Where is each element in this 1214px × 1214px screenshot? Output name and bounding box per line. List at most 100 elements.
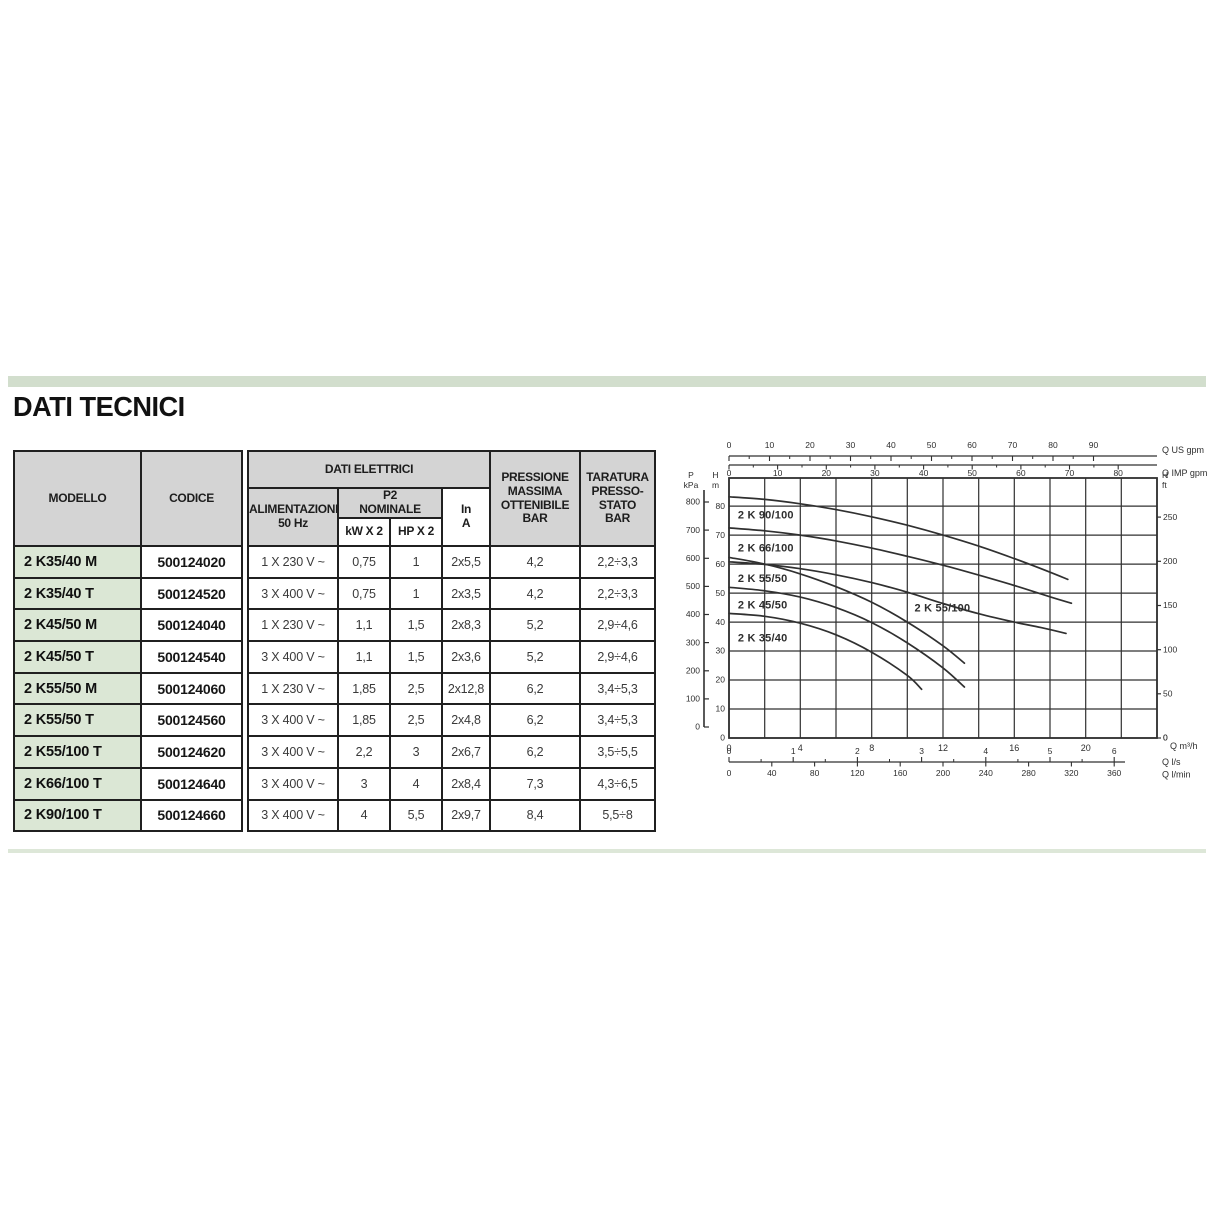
cell-pressione: 7,3 xyxy=(489,766,581,801)
curve-label-2-K-55-50: 2 K 55/50 xyxy=(738,573,788,585)
svg-text:200: 200 xyxy=(936,768,950,778)
svg-text:500: 500 xyxy=(686,581,700,591)
svg-text:80: 80 xyxy=(1113,468,1123,478)
svg-text:0: 0 xyxy=(727,768,732,778)
axis-q-imp-gpm: 0 10 20 30 40 50 60 70 80 Q IMP gpm xyxy=(727,464,1207,478)
cell-codice: 500124640 xyxy=(140,766,243,801)
cell-taratura: 4,3÷6,5 xyxy=(579,766,656,801)
cell-codice: 500124620 xyxy=(140,735,243,769)
table-row: 3 X 400 V ~2,2 3 2x6,7 6,2 3,5÷5,5 xyxy=(247,735,656,769)
svg-text:H: H xyxy=(1162,470,1168,480)
svg-text:100: 100 xyxy=(1163,644,1177,654)
cell-in-a: 2x9,7 xyxy=(441,798,491,833)
svg-text:6: 6 xyxy=(1112,746,1117,756)
svg-text:P: P xyxy=(688,470,694,480)
svg-text:8: 8 xyxy=(869,743,874,753)
svg-text:H: H xyxy=(712,470,718,480)
curve-label-2-K-90-100: 2 K 90/100 xyxy=(738,510,794,522)
cell-pressione: 5,2 xyxy=(489,640,581,674)
axis-q-ls: 0 1 2 3 4 5 6Q l/s xyxy=(727,746,1181,767)
col-header-modello: MODELLO xyxy=(13,450,142,547)
cell-in-a: 2x3,5 xyxy=(441,576,491,611)
col-header-taratura: TARATURA PRESSO- STATO BAR xyxy=(579,450,656,547)
cell-taratura: 3,4÷5,3 xyxy=(579,703,656,738)
cell-pressione: 6,2 xyxy=(489,703,581,738)
svg-text:50: 50 xyxy=(967,468,977,478)
col-header-in-a: In A xyxy=(441,487,491,547)
cell-hp: 3 xyxy=(389,735,443,769)
svg-text:300: 300 xyxy=(686,637,700,647)
curve-label-2-K-66-100: 2 K 66/100 xyxy=(738,543,794,555)
svg-text:400: 400 xyxy=(686,609,700,619)
svg-text:80: 80 xyxy=(1048,440,1058,450)
curve-2-K-55-100 xyxy=(728,560,1067,635)
cell-taratura: 3,5÷5,5 xyxy=(579,735,656,769)
svg-text:10: 10 xyxy=(765,440,775,450)
col-header-p2-nominale: P2 NOMINALE xyxy=(337,487,443,519)
cell-taratura: 5,5÷8 xyxy=(579,798,656,833)
svg-text:70: 70 xyxy=(716,530,726,540)
svg-text:90: 90 xyxy=(1089,440,1099,450)
cell-modello: 2 K66/100 T xyxy=(13,766,142,801)
svg-text:0: 0 xyxy=(727,440,732,450)
table-row: 2 K90/100 T 500124660 xyxy=(13,798,243,833)
cell-codice: 500124660 xyxy=(140,798,243,833)
cell-pressione: 6,2 xyxy=(489,671,581,706)
col-header-hp: HP X 2 xyxy=(389,517,443,547)
svg-text:20: 20 xyxy=(1081,743,1091,753)
axis-q-lmin: 0 40 80 120 160 200 240 280 320 360 Q l/min xyxy=(727,762,1191,780)
cell-hp: 2,5 xyxy=(389,703,443,738)
svg-text:10: 10 xyxy=(716,704,726,714)
cell-hp: 4 xyxy=(389,766,443,801)
axis-h-ft: 0 50 100 150 200 250 Hft xyxy=(1157,470,1177,743)
svg-text:40: 40 xyxy=(886,440,896,450)
bottom-accent-line xyxy=(8,849,1206,853)
svg-text:0: 0 xyxy=(727,746,732,756)
cell-taratura: 2,9÷4,6 xyxy=(579,608,656,643)
cell-hp: 5,5 xyxy=(389,798,443,833)
cell-codice: 500124020 xyxy=(140,545,243,579)
cell-in-a: 2x8,3 xyxy=(441,608,491,643)
cell-in-a: 2x12,8 xyxy=(441,671,491,706)
cell-modello: 2 K35/40 T xyxy=(13,576,142,611)
svg-text:360: 360 xyxy=(1107,768,1121,778)
cell-hp: 2,5 xyxy=(389,671,443,706)
cell-alimentazione: 3 X 400 V ~ xyxy=(247,640,339,674)
svg-text:60: 60 xyxy=(716,559,726,569)
table-row: 2 K55/100 T 500124620 xyxy=(13,735,243,769)
cell-in-a: 2x3,6 xyxy=(441,640,491,674)
svg-text:5: 5 xyxy=(1048,746,1053,756)
cell-kw: 0,75 xyxy=(337,576,391,611)
electrical-data-table: DATI ELETTRICI PRESSIONE MASSIMA OTTENIB… xyxy=(247,450,656,833)
svg-text:40: 40 xyxy=(767,768,777,778)
svg-text:50: 50 xyxy=(716,588,726,598)
svg-text:kPa: kPa xyxy=(684,480,699,490)
svg-text:m: m xyxy=(712,480,719,490)
cell-kw: 1,85 xyxy=(337,671,391,706)
svg-text:80: 80 xyxy=(810,768,820,778)
curve-2-K-55-50 xyxy=(728,556,966,665)
svg-text:600: 600 xyxy=(686,553,700,563)
curve-2-K-35-40 xyxy=(728,612,923,691)
curve-2-K-66-100 xyxy=(728,527,1073,605)
cell-taratura: 3,4÷5,3 xyxy=(579,671,656,706)
svg-text:800: 800 xyxy=(686,497,700,507)
table-header-row: ALIMENTAZIONE 50 Hz P2 NOMINALE In A xyxy=(247,487,655,547)
cell-alimentazione: 3 X 400 V ~ xyxy=(247,703,339,738)
svg-text:4: 4 xyxy=(798,743,803,753)
svg-text:80: 80 xyxy=(716,501,726,511)
cell-pressione: 8,4 xyxy=(489,798,581,833)
svg-text:30: 30 xyxy=(870,468,880,478)
table-row: 2 K35/40 M 500124020 xyxy=(13,545,243,579)
svg-text:20: 20 xyxy=(716,675,726,685)
cell-kw: 3 xyxy=(337,766,391,801)
cell-modello: 2 K45/50 M xyxy=(13,608,142,643)
svg-text:150: 150 xyxy=(1163,600,1177,610)
axis-q-us-gpm: 0 10 20 30 40 50 60 70 80 90 Q US gpm xyxy=(727,440,1204,461)
cell-kw: 0,75 xyxy=(337,545,391,579)
table-row: 1 X 230 V ~0,75 1 2x5,5 4,2 2,2÷3,3 xyxy=(247,545,656,579)
svg-text:50: 50 xyxy=(927,440,937,450)
